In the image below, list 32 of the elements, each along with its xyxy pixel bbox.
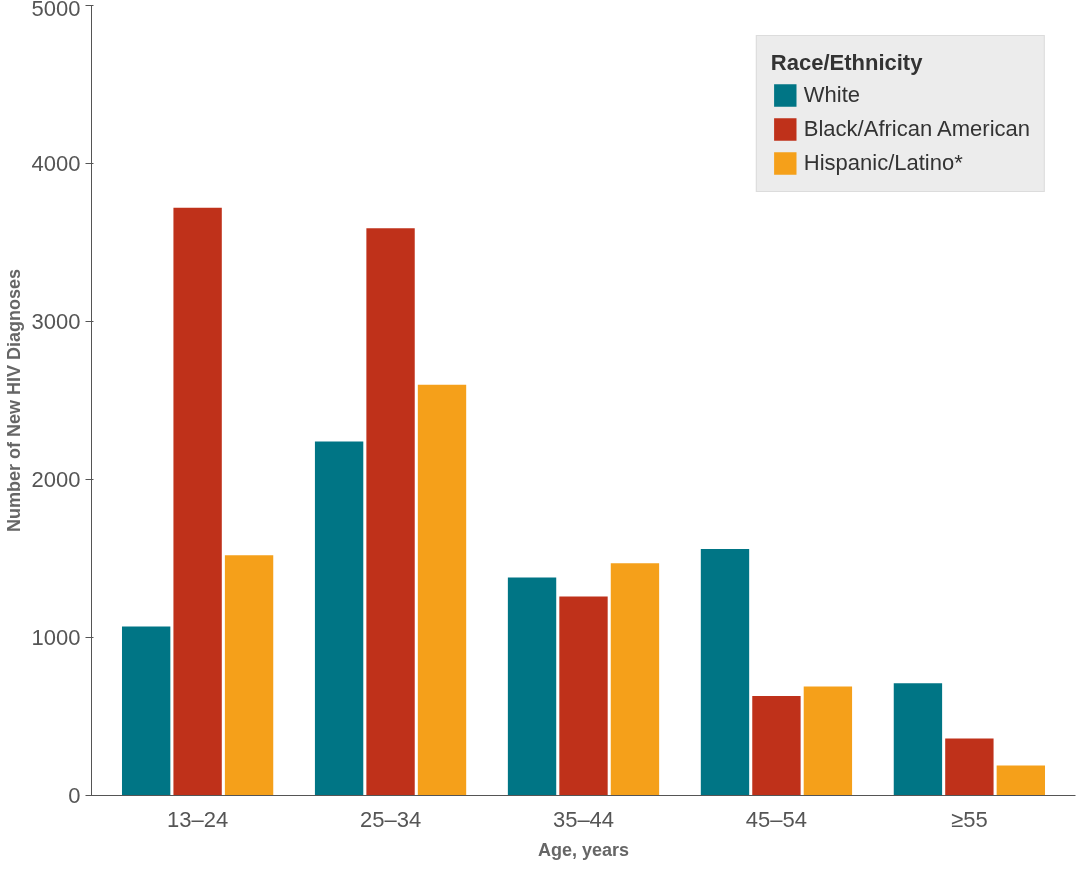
- y-tick-label: 4000: [31, 151, 81, 176]
- y-tick-label: 2000: [31, 467, 81, 492]
- legend-title: Race/Ethnicity: [770, 50, 924, 76]
- x-tick-label: 25–34: [359, 806, 422, 832]
- x-tick-label: 45–54: [745, 806, 808, 832]
- legend-label: Black/African American: [803, 116, 1030, 142]
- bar: [224, 555, 274, 796]
- bar: [752, 695, 801, 796]
- bar: [173, 207, 222, 796]
- y-axis-title: Number of New HIV Diagnoses: [3, 268, 24, 533]
- y-tick-label: 1000: [31, 625, 81, 650]
- bar: [996, 765, 1046, 796]
- x-tick-label: 13–24: [167, 806, 229, 832]
- y-tick-label: 0: [68, 783, 81, 808]
- y-tick-label: 3000: [31, 309, 81, 334]
- y-tick-label: 5000: [31, 0, 81, 21]
- legend-label: Hispanic/Latino*: [803, 150, 963, 176]
- bar: [803, 686, 853, 796]
- bar: [507, 577, 557, 796]
- bar: [314, 441, 364, 796]
- bar: [559, 596, 608, 796]
- x-axis-title: Age, years: [537, 839, 630, 860]
- bar: [893, 683, 943, 796]
- bar: [121, 626, 171, 796]
- x-tick-label: 35–44: [552, 806, 615, 832]
- bar: [610, 563, 660, 796]
- legend-label: White: [803, 82, 861, 108]
- bar: [417, 384, 467, 796]
- bar: [700, 549, 750, 796]
- x-tick-label: ≥55: [951, 806, 988, 832]
- bar: [366, 228, 415, 796]
- bar: [945, 738, 994, 796]
